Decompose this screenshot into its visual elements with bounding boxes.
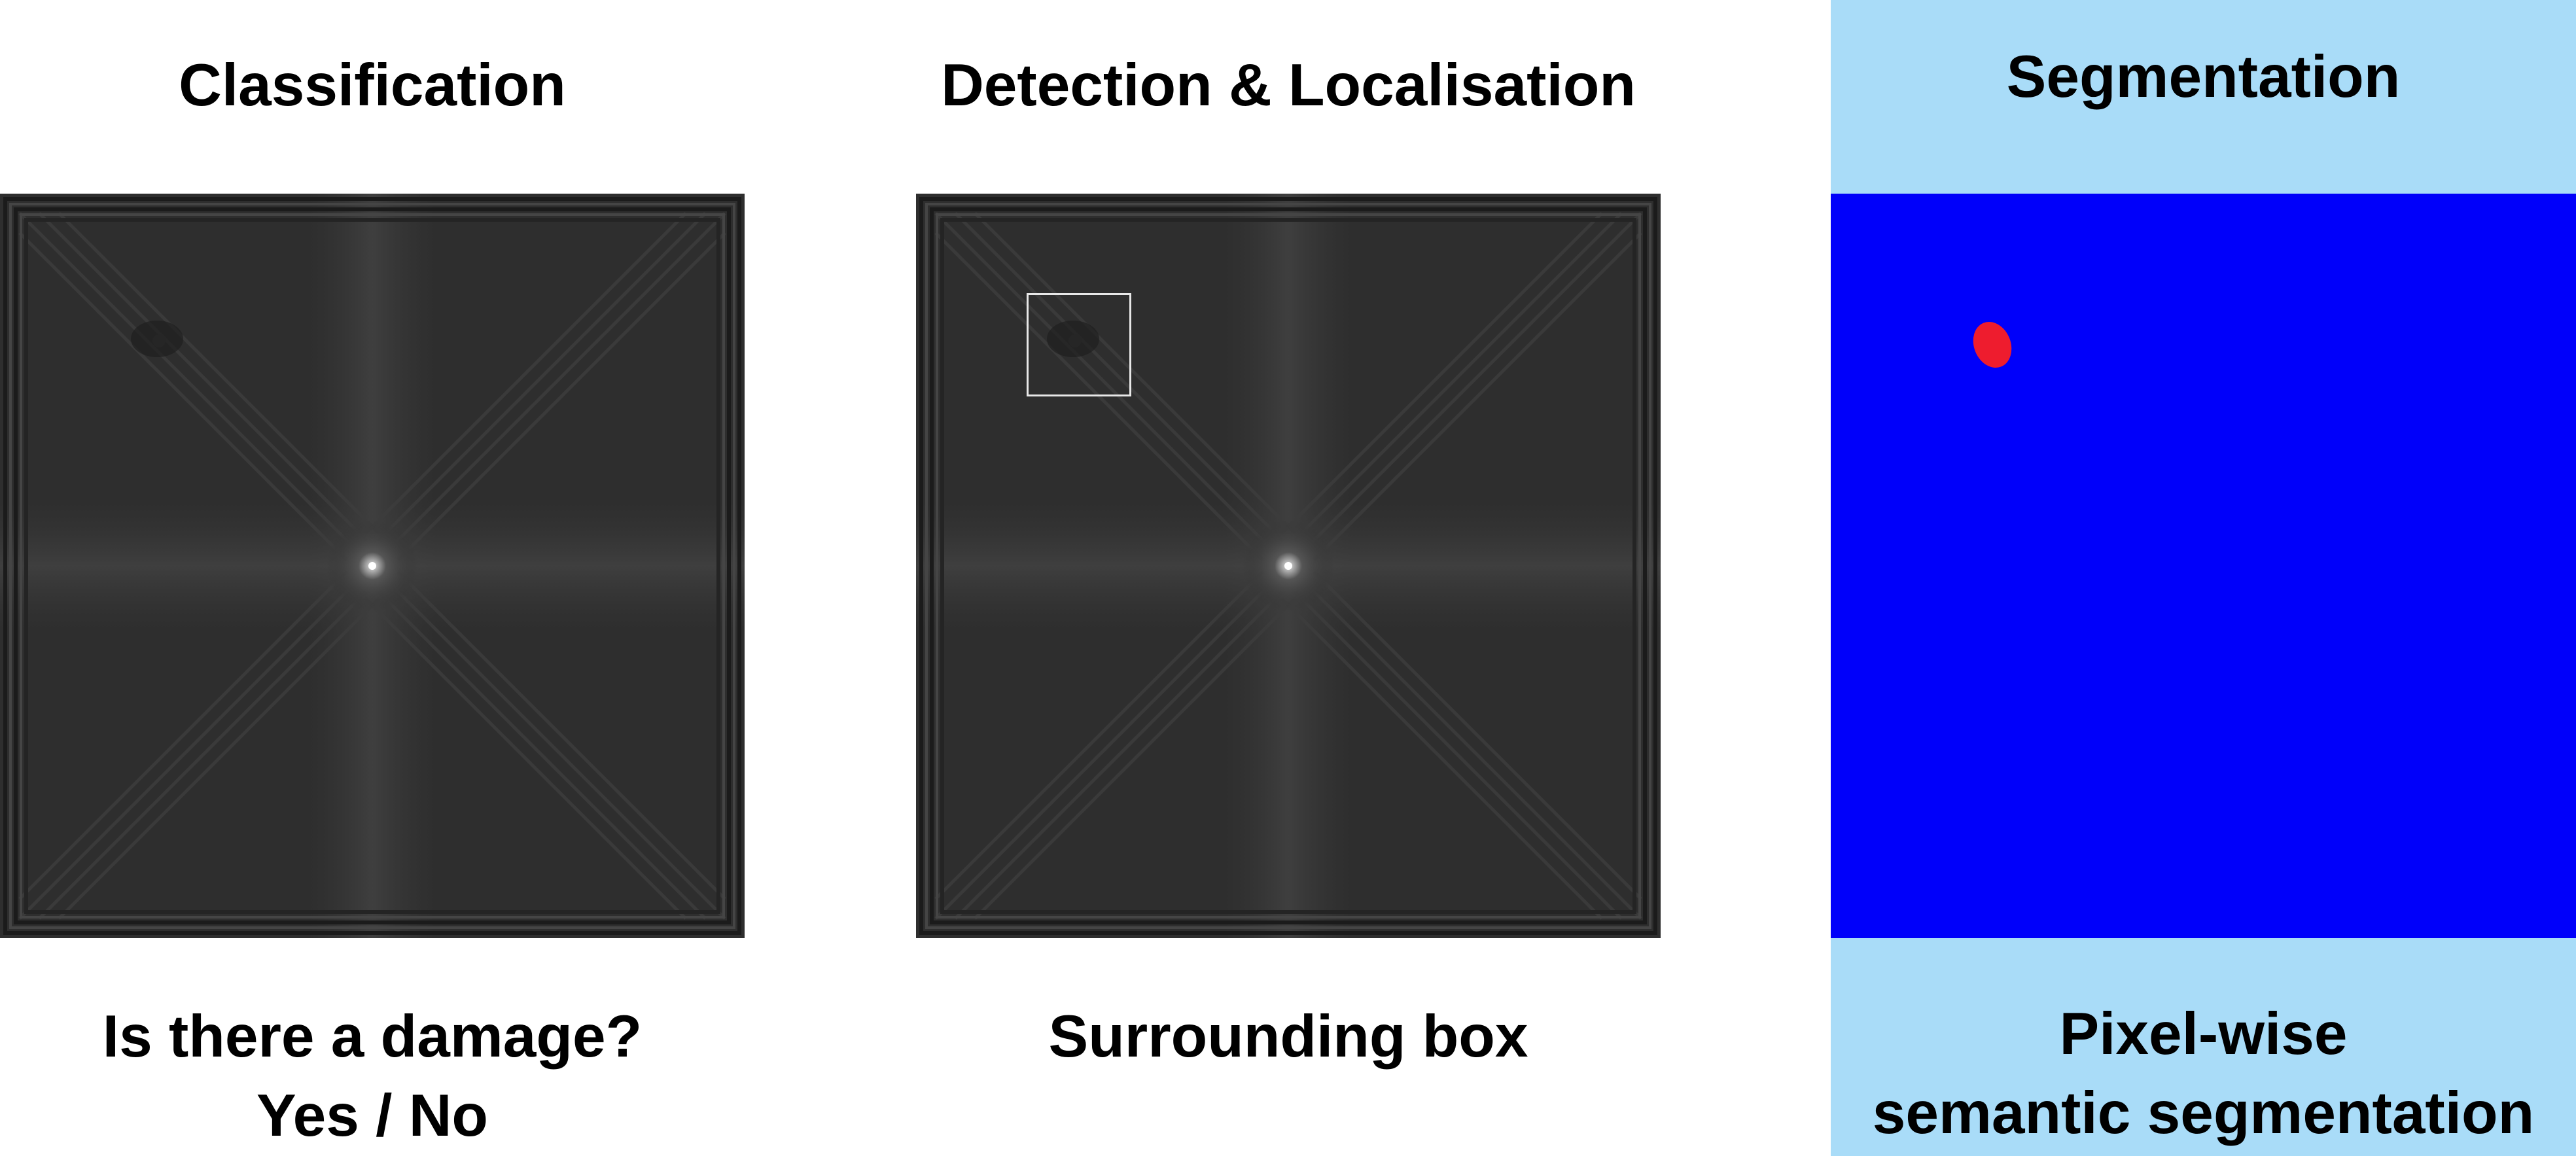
segmentation-caption-line1: Pixel-wise <box>2059 1001 2348 1067</box>
segmentation-mask-image <box>1831 194 2576 938</box>
detection-title: Detection & Localisation <box>941 52 1636 118</box>
segmentation-title: Segmentation <box>2006 44 2401 110</box>
classification-caption-line2: Yes / No <box>256 1083 489 1149</box>
classification-caption-line1: Is there a damage? <box>102 1004 643 1070</box>
detection-caption-line1: Surrounding box <box>1048 1004 1528 1070</box>
segmentation-caption-line2: semantic segmentation <box>1872 1080 2535 1146</box>
classification-caption: Is there a damage? Yes / No <box>0 997 745 1155</box>
detection-caption: Surrounding box <box>916 997 1661 1076</box>
segmentation-caption: Pixel-wise semantic segmentation <box>1831 994 2576 1153</box>
classification-wavefield-image <box>0 194 745 938</box>
detection-wavefield-image <box>916 194 1661 938</box>
classification-title: Classification <box>179 52 566 118</box>
damage-bounding-box <box>1027 293 1131 396</box>
